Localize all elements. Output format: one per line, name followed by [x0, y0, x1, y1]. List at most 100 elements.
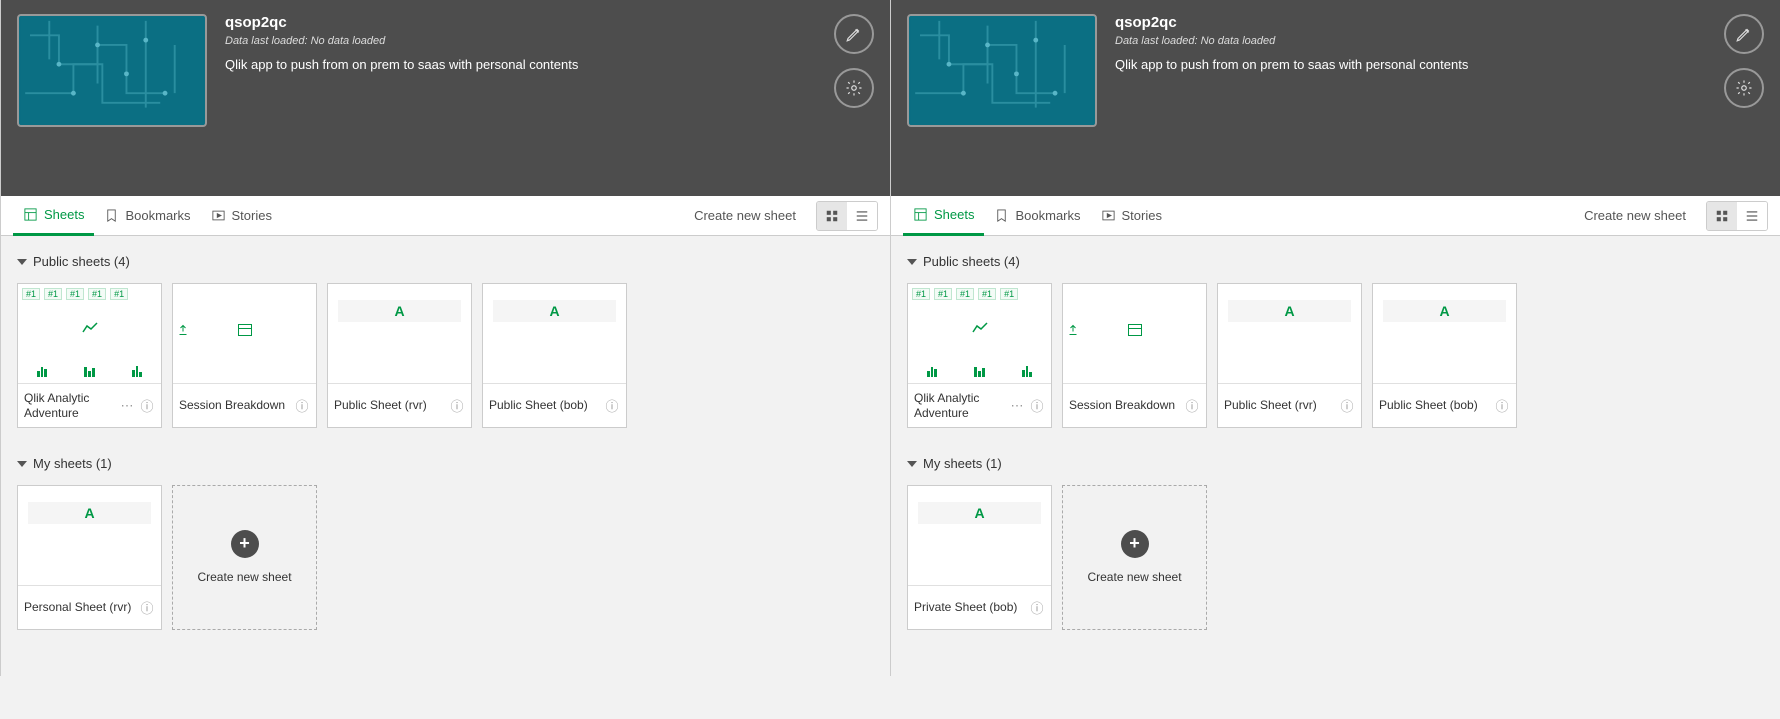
pencil-icon: [1735, 25, 1753, 43]
content-area: Public sheets (4) #1 #1 #1 #1 #1: [891, 236, 1780, 676]
app-thumbnail[interactable]: [17, 14, 207, 127]
tab-bar: Sheets Bookmarks Stories Create new shee…: [1, 196, 890, 236]
grid-icon: [1715, 209, 1729, 223]
public-sheets-header[interactable]: Public sheets (4): [907, 254, 1764, 269]
card-label: Qlik Analytic Adventure: [914, 391, 1005, 421]
sheet-card[interactable]: A Public Sheet (rvr) ⓘ: [1217, 283, 1362, 428]
tab-bookmarks[interactable]: Bookmarks: [94, 196, 200, 236]
card-label: Personal Sheet (rvr): [24, 600, 131, 615]
create-new-sheet-link[interactable]: Create new sheet: [1572, 208, 1698, 223]
more-button[interactable]: ⋯: [1009, 398, 1025, 414]
grid-view-button[interactable]: [1707, 202, 1737, 230]
card-label: Public Sheet (rvr): [334, 398, 427, 413]
sheet-card[interactable]: A Public Sheet (bob) ⓘ: [1372, 283, 1517, 428]
table-icon: [1128, 324, 1142, 336]
kpi-tag: #1: [912, 288, 930, 300]
info-button[interactable]: ⓘ: [139, 398, 155, 414]
line-chart-icon: [972, 322, 988, 334]
sheet-card[interactable]: Session Breakdown ⓘ: [1062, 283, 1207, 428]
sheet-card[interactable]: A Public Sheet (rvr) ⓘ: [327, 283, 472, 428]
card-label: Public Sheet (rvr): [1224, 398, 1317, 413]
kpi-tag: #1: [66, 288, 84, 300]
grid-view-button[interactable]: [817, 202, 847, 230]
tab-label: Sheets: [934, 207, 974, 222]
bar-chart-icon: [18, 365, 161, 377]
edit-button[interactable]: [1724, 14, 1764, 54]
content-area: Public sheets (4) #1 #1 #1 #1 #1: [1, 236, 890, 676]
card-label: Session Breakdown: [1069, 398, 1175, 413]
kpi-tag: #1: [44, 288, 62, 300]
info-button[interactable]: ⓘ: [1184, 398, 1200, 414]
text-block-icon: A: [918, 502, 1041, 524]
sheet-card[interactable]: Session Breakdown ⓘ: [172, 283, 317, 428]
table-icon: [238, 324, 252, 336]
plus-icon: +: [1121, 530, 1149, 558]
create-sheet-card[interactable]: + Create new sheet: [1062, 485, 1207, 630]
info-button[interactable]: ⓘ: [604, 398, 620, 414]
sheet-card[interactable]: A Public Sheet (bob) ⓘ: [482, 283, 627, 428]
list-icon: [855, 209, 869, 223]
list-view-button[interactable]: [1737, 202, 1767, 230]
app-title: qsop2qc: [225, 14, 824, 31]
text-block-icon: A: [338, 300, 461, 322]
card-preview: [1063, 284, 1206, 383]
sheet-card[interactable]: A Private Sheet (bob) ⓘ: [907, 485, 1052, 630]
app-thumbnail[interactable]: [907, 14, 1097, 127]
info-button[interactable]: ⓘ: [1494, 398, 1510, 414]
my-sheets-row: A Personal Sheet (rvr) ⓘ + Create new sh…: [17, 485, 874, 630]
text-block-icon: A: [28, 502, 151, 524]
public-sheets-header[interactable]: Public sheets (4): [17, 254, 874, 269]
tab-bar: Sheets Bookmarks Stories Create new shee…: [891, 196, 1780, 236]
list-view-button[interactable]: [847, 202, 877, 230]
app-header: qsop2qc Data last loaded: No data loaded…: [891, 0, 1780, 196]
kpi-tag: #1: [956, 288, 974, 300]
tab-stories[interactable]: Stories: [201, 196, 282, 236]
more-button[interactable]: ⋯: [119, 398, 135, 414]
info-button[interactable]: ⓘ: [449, 398, 465, 414]
share-icon: [1067, 324, 1079, 336]
section-title: Public sheets (4): [923, 254, 1020, 269]
bookmark-icon: [994, 208, 1009, 223]
grid-icon: [825, 209, 839, 223]
sheet-card[interactable]: A Personal Sheet (rvr) ⓘ: [17, 485, 162, 630]
section-title: My sheets (1): [923, 456, 1002, 471]
list-icon: [1745, 209, 1759, 223]
tab-sheets[interactable]: Sheets: [903, 196, 984, 236]
info-button[interactable]: ⓘ: [1339, 398, 1355, 414]
edit-button[interactable]: [834, 14, 874, 54]
info-button[interactable]: ⓘ: [1029, 398, 1045, 414]
card-preview: A: [483, 284, 626, 383]
tab-label: Bookmarks: [1015, 208, 1080, 223]
create-new-sheet-link[interactable]: Create new sheet: [682, 208, 808, 223]
view-toggle: [816, 201, 878, 231]
tab-label: Sheets: [44, 207, 84, 222]
sheets-icon: [23, 207, 38, 222]
app-description: Qlik app to push from on prem to saas wi…: [225, 57, 824, 72]
tab-bookmarks[interactable]: Bookmarks: [984, 196, 1090, 236]
bar-chart-icon: [908, 365, 1051, 377]
data-last-loaded: Data last loaded: No data loaded: [1115, 35, 1714, 47]
plus-icon: +: [231, 530, 259, 558]
create-label: Create new sheet: [197, 570, 291, 586]
tab-sheets[interactable]: Sheets: [13, 196, 94, 236]
sheet-card[interactable]: #1 #1 #1 #1 #1 Qlik Analytic Adventure: [17, 283, 162, 428]
tab-stories[interactable]: Stories: [1091, 196, 1172, 236]
settings-button[interactable]: [834, 68, 874, 108]
kpi-tag: #1: [934, 288, 952, 300]
info-button[interactable]: ⓘ: [139, 600, 155, 616]
card-preview: A: [1218, 284, 1361, 383]
info-button[interactable]: ⓘ: [294, 398, 310, 414]
kpi-tag: #1: [22, 288, 40, 300]
my-sheets-header[interactable]: My sheets (1): [17, 456, 874, 471]
create-sheet-card[interactable]: + Create new sheet: [172, 485, 317, 630]
info-button[interactable]: ⓘ: [1029, 600, 1045, 616]
card-preview: A: [1373, 284, 1516, 383]
kpi-tag: #1: [88, 288, 106, 300]
share-icon: [177, 324, 189, 336]
sheet-card[interactable]: #1 #1 #1 #1 #1 Qlik Analytic Adventure: [907, 283, 1052, 428]
header-buttons: [834, 14, 874, 108]
section-title: Public sheets (4): [33, 254, 130, 269]
my-sheets-header[interactable]: My sheets (1): [907, 456, 1764, 471]
settings-button[interactable]: [1724, 68, 1764, 108]
panel-right: qsop2qc Data last loaded: No data loaded…: [890, 0, 1780, 676]
